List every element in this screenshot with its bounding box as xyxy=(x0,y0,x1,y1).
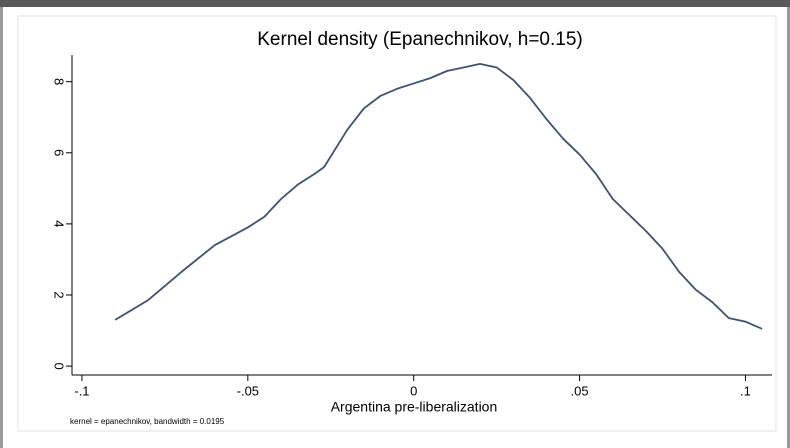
y-tick-label: 4 xyxy=(52,220,67,227)
chart-title: Kernel density (Epanechnikov, h=0.15) xyxy=(257,29,583,50)
density-line xyxy=(114,62,763,330)
y-tick-label: 8 xyxy=(52,78,67,85)
x-axis-label: Argentina pre-liberalization xyxy=(331,399,498,415)
right-edge xyxy=(787,7,790,448)
left-edge xyxy=(0,7,3,448)
y-tick-label: 2 xyxy=(52,291,67,298)
x-tick-label: 0 xyxy=(410,383,417,398)
x-tick-label: .1 xyxy=(740,383,751,398)
x-tick-label: .05 xyxy=(571,383,589,398)
x-tick-label: -.1 xyxy=(74,383,89,398)
x-tick-label: -.05 xyxy=(237,383,259,398)
y-tick-label: 6 xyxy=(52,149,67,156)
y-tick-label: 0 xyxy=(52,362,67,369)
note: kernel = epanechnikov, bandwidth = 0.019… xyxy=(70,417,225,426)
graph-frame xyxy=(17,15,777,432)
top-bar xyxy=(0,0,790,7)
